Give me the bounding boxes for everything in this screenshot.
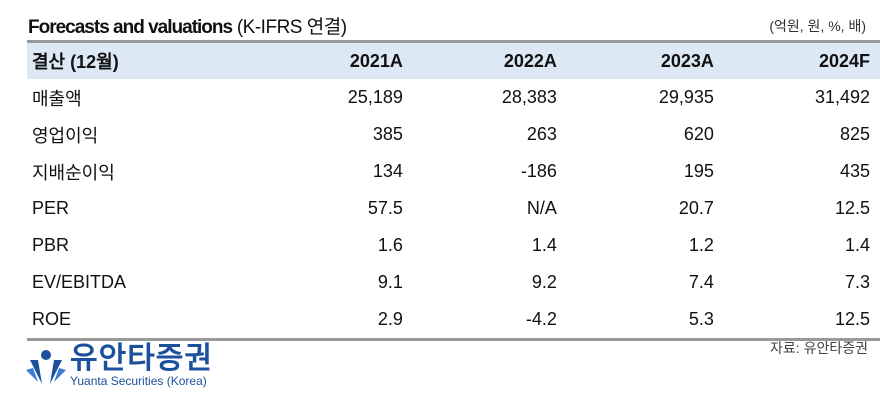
cell-value: 25,189	[347, 87, 403, 107]
table-row: PER 57.5 N/A 20.7 12.5	[27, 190, 880, 227]
cell-value: 12.5	[834, 309, 870, 329]
table-row: 매출액 25,189 28,383 29,935 31,492	[27, 79, 880, 116]
title-suffix: (K-IFRS 연결)	[232, 17, 347, 38]
row-label: 매출액	[32, 88, 82, 109]
cell-value: 20.7	[678, 198, 714, 218]
row-label: PBR	[32, 235, 70, 255]
cell-value: 28,383	[501, 87, 557, 107]
row-label: 영업이익	[32, 125, 99, 146]
cell-value: -186	[520, 161, 557, 181]
cell-value: 1.2	[688, 235, 714, 255]
row-label: PER	[32, 198, 70, 218]
cell-value: 134	[372, 161, 403, 181]
row-label: ROE	[32, 309, 72, 329]
cell-value: 7.4	[688, 272, 714, 292]
cell-value: 12.5	[834, 198, 870, 218]
cell-value: 263	[526, 124, 557, 144]
cell-value: 29,935	[658, 87, 714, 107]
forecast-table: 결산 (12월) 2021A 2022A 2023A 2024F 매출액 25,1…	[27, 40, 880, 341]
table-row: EV/EBITDA 9.1 9.2 7.4 7.3	[27, 264, 880, 301]
cell-value: 57.5	[367, 198, 403, 218]
row-label: EV/EBITDA	[32, 272, 127, 292]
title-bold: Forecasts and valuations	[28, 17, 233, 38]
logo-korean: 유안타증권	[70, 342, 213, 375]
cell-value: 1.4	[844, 235, 870, 255]
yuanta-logo: 유안타증권 Yuanta Securities (Korea)	[26, 344, 213, 388]
col-header: 2023A	[556, 41, 714, 79]
col-header: 2021A	[211, 41, 403, 79]
table-row: PBR 1.6 1.4 1.2 1.4	[27, 227, 880, 264]
cell-value: 2.9	[377, 309, 403, 329]
header-row: 결산 (12월) 2021A 2022A 2023A 2024F	[27, 41, 880, 79]
cell-value: 1.4	[531, 235, 557, 255]
source-note: 자료: 유안타증권	[770, 340, 868, 356]
cell-value: 7.3	[844, 272, 870, 292]
col-header: 2022A	[402, 41, 557, 79]
cell-value: 620	[683, 124, 714, 144]
cell-value: 31,492	[814, 87, 870, 107]
cell-value: 435	[839, 161, 870, 181]
col-header: 2024F	[713, 41, 880, 79]
cell-value: N/A	[526, 198, 557, 218]
cell-value: 5.3	[688, 309, 714, 329]
table-row: ROE 2.9 -4.2 5.3 12.5	[27, 301, 880, 340]
cell-value: -4.2	[525, 309, 557, 329]
cell-value: 195	[683, 161, 714, 181]
cell-value: 9.2	[531, 272, 557, 292]
cell-value: 385	[372, 124, 403, 144]
table-row: 영업이익 385 263 620 825	[27, 116, 880, 153]
table-row: 지배순이익 134 -186 195 435	[27, 153, 880, 190]
cell-value: 825	[839, 124, 870, 144]
yuanta-logo-icon	[26, 350, 66, 384]
col-header: 결산 (12월)	[27, 41, 212, 79]
table-title: Forecasts and valuations (K-IFRS 연결)	[28, 12, 347, 39]
row-label: 지배순이익	[32, 162, 115, 183]
cell-value: 1.6	[377, 235, 403, 255]
logo-english: Yuanta Securities (Korea)	[70, 374, 207, 388]
unit-note: (억원, 원, %, 배)	[769, 18, 866, 34]
cell-value: 9.1	[377, 272, 403, 292]
